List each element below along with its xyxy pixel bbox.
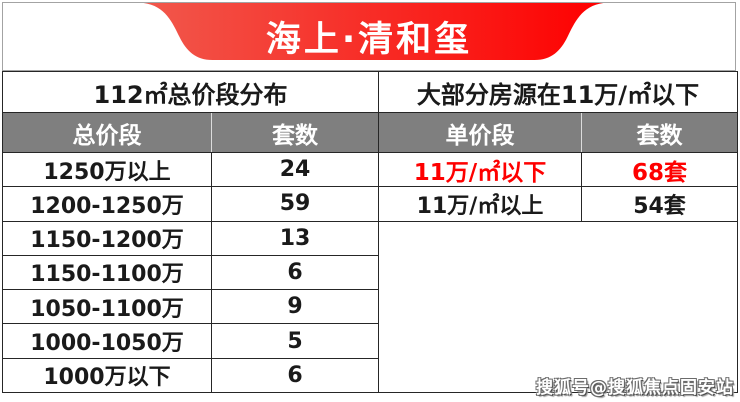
count-cell: 9 bbox=[287, 294, 303, 320]
empty-cell bbox=[379, 222, 737, 392]
count-cell: 24 bbox=[279, 157, 311, 183]
price-range-cell: 1200-1250万 bbox=[3, 187, 212, 221]
count-cell: 5 bbox=[287, 328, 303, 354]
total-price-table-header: 总价段 套数 bbox=[3, 113, 378, 153]
banner-strip: 海上·清和玺 bbox=[2, 2, 736, 71]
table-row: 11万/㎡以上 54套 bbox=[379, 187, 737, 222]
table-row: 1200-1250万 59 bbox=[3, 186, 378, 221]
unit-price-table: 大部分房源在11万/㎡以下 单价段 套数 11万/㎡以下 68套 11万/㎡以上… bbox=[379, 72, 737, 392]
price-range-cell: 1150-1100万 bbox=[3, 255, 212, 290]
table-row: 1150-1200万 13 bbox=[3, 220, 378, 255]
table-row: 1250万以上 24 bbox=[3, 153, 378, 187]
unit-price-table-header: 单价段 套数 bbox=[379, 113, 737, 153]
price-range-cell: 1000-1050万 bbox=[3, 324, 212, 358]
project-title: 海上·清和玺 bbox=[265, 20, 473, 60]
sohu-watermark: 搜狐号@搜狐焦点固安站 bbox=[536, 378, 734, 398]
count-cell: 54套 bbox=[633, 194, 686, 220]
unit-price-range-cell: 11万/㎡以下 bbox=[379, 153, 582, 187]
count-cell: 68套 bbox=[631, 159, 687, 186]
unit-price-range-cell: 11万/㎡以上 bbox=[379, 187, 582, 221]
table-row: 1000万以下 6 bbox=[3, 357, 378, 392]
unit-price-table-title: 大部分房源在11万/㎡以下 bbox=[379, 72, 737, 113]
header-unit-count: 套数 bbox=[636, 122, 683, 149]
count-cell: 6 bbox=[287, 259, 303, 285]
table-row: 1150-1100万 6 bbox=[3, 254, 378, 290]
count-cell: 13 bbox=[279, 225, 311, 251]
total-price-table: 112㎡总价段分布 总价段 套数 1250万以上 24 1200-1250万 5… bbox=[3, 72, 379, 392]
header-unit-count: 套数 bbox=[272, 122, 318, 149]
header-price-range: 总价段 bbox=[3, 113, 212, 152]
price-range-cell: 1250万以上 bbox=[3, 153, 212, 187]
total-price-table-title: 112㎡总价段分布 bbox=[3, 72, 378, 113]
table-row: 1050-1100万 9 bbox=[3, 289, 378, 324]
count-cell: 59 bbox=[279, 191, 311, 217]
price-range-cell: 1150-1200万 bbox=[3, 221, 212, 255]
price-range-cell: 1000万以下 bbox=[3, 358, 212, 392]
table-row: 1000-1050万 5 bbox=[3, 323, 378, 358]
ribbon-shape bbox=[142, 3, 604, 60]
table-row-highlighted: 11万/㎡以下 68套 bbox=[379, 153, 737, 188]
header-unit-price-range: 单价段 bbox=[379, 113, 582, 152]
price-range-cell: 1050-1100万 bbox=[3, 290, 212, 324]
price-tables: 112㎡总价段分布 总价段 套数 1250万以上 24 1200-1250万 5… bbox=[2, 71, 738, 393]
count-cell: 6 bbox=[287, 362, 303, 388]
